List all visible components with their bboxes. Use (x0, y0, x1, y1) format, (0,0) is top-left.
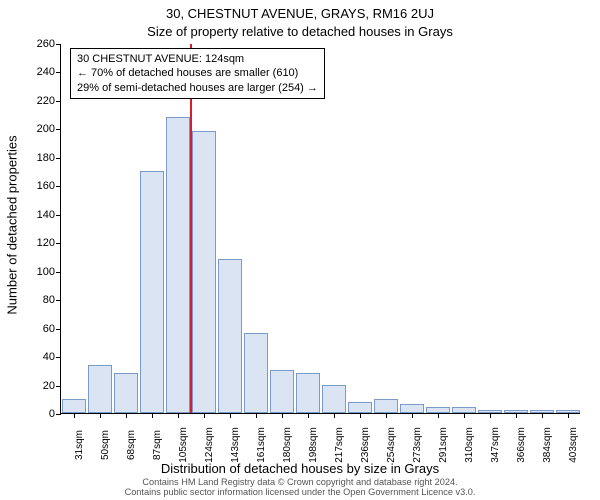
y-axis-label: Number of detached properties (5, 135, 20, 314)
x-tick-label: 180sqm (282, 427, 293, 463)
y-tick-label: 260 (37, 38, 55, 50)
x-tick-mark (204, 413, 205, 418)
y-tick-mark (56, 44, 61, 45)
x-tick-mark (178, 413, 179, 418)
y-tick-mark (56, 186, 61, 187)
x-tick-mark (568, 413, 569, 418)
histogram-bar (244, 333, 269, 413)
histogram-bar (296, 373, 321, 413)
x-tick-mark (490, 413, 491, 418)
x-tick-mark (386, 413, 387, 418)
x-tick-label: 310sqm (464, 427, 475, 463)
y-tick-label: 220 (37, 95, 55, 107)
x-tick-mark (126, 413, 127, 418)
y-tick-label: 0 (49, 408, 55, 420)
y-tick-label: 200 (37, 123, 55, 135)
x-tick-label: 291sqm (438, 427, 449, 463)
x-tick-mark (516, 413, 517, 418)
y-tick-label: 100 (37, 266, 55, 278)
x-tick-label: 87sqm (152, 430, 163, 460)
x-tick-mark (438, 413, 439, 418)
histogram-bar (88, 365, 113, 413)
x-tick-label: 31sqm (74, 430, 85, 460)
y-tick-mark (56, 272, 61, 273)
x-tick-label: 366sqm (516, 427, 527, 463)
footer-line-1: Contains HM Land Registry data © Crown c… (0, 477, 600, 488)
histogram-bar (400, 404, 425, 413)
x-tick-label: 68sqm (126, 430, 137, 460)
annotation-line: 29% of semi-detached houses are larger (… (77, 81, 318, 95)
x-tick-label: 143sqm (230, 427, 241, 463)
x-tick-mark (464, 413, 465, 418)
x-tick-mark (100, 413, 101, 418)
y-tick-label: 180 (37, 152, 55, 164)
x-tick-label: 254sqm (386, 427, 397, 463)
x-tick-mark (308, 413, 309, 418)
annotation-line: 30 CHESTNUT AVENUE: 124sqm (77, 52, 318, 66)
histogram-bar (114, 373, 139, 413)
x-tick-mark (412, 413, 413, 418)
x-tick-label: 273sqm (412, 427, 423, 463)
histogram-bar (166, 117, 191, 413)
y-tick-mark (56, 300, 61, 301)
x-tick-label: 198sqm (308, 427, 319, 463)
y-tick-label: 80 (43, 294, 55, 306)
x-tick-label: 50sqm (100, 430, 111, 460)
x-tick-label: 347sqm (490, 427, 501, 463)
x-tick-label: 384sqm (542, 427, 553, 463)
x-axis-label: Distribution of detached houses by size … (0, 461, 600, 476)
y-tick-label: 60 (43, 323, 55, 335)
y-tick-mark (56, 243, 61, 244)
y-tick-mark (56, 386, 61, 387)
y-tick-label: 160 (37, 180, 55, 192)
histogram-bar (192, 131, 217, 413)
x-tick-mark (256, 413, 257, 418)
x-tick-mark (230, 413, 231, 418)
x-tick-mark (282, 413, 283, 418)
x-tick-label: 236sqm (360, 427, 371, 463)
chart-subtitle: Size of property relative to detached ho… (0, 24, 600, 39)
histogram-bar (322, 385, 347, 413)
y-tick-mark (56, 129, 61, 130)
chart-container: 30, CHESTNUT AVENUE, GRAYS, RM16 2UJ Siz… (0, 0, 600, 500)
y-tick-label: 40 (43, 351, 55, 363)
histogram-bar (270, 370, 295, 413)
footer-line-2: Contains public sector information licen… (0, 487, 600, 498)
property-size-marker (190, 44, 192, 413)
x-tick-mark (334, 413, 335, 418)
histogram-bar (140, 171, 165, 413)
y-tick-mark (56, 215, 61, 216)
x-tick-mark (74, 413, 75, 418)
x-tick-label: 105sqm (178, 427, 189, 463)
y-tick-label: 20 (43, 380, 55, 392)
y-tick-mark (56, 72, 61, 73)
annotation-box: 30 CHESTNUT AVENUE: 124sqm← 70% of detac… (70, 48, 325, 99)
y-tick-label: 120 (37, 237, 55, 249)
x-tick-label: 403sqm (568, 427, 579, 463)
x-tick-label: 161sqm (256, 427, 267, 463)
y-tick-mark (56, 101, 61, 102)
histogram-bar (62, 399, 87, 413)
y-tick-mark (56, 158, 61, 159)
x-tick-label: 217sqm (334, 427, 345, 463)
x-tick-mark (152, 413, 153, 418)
histogram-bar (374, 399, 399, 413)
y-tick-mark (56, 357, 61, 358)
x-tick-label: 124sqm (204, 427, 215, 463)
histogram-bar (348, 402, 373, 413)
footer-attribution: Contains HM Land Registry data © Crown c… (0, 477, 600, 498)
plot-area: 02040608010012014016018020022024026031sq… (60, 44, 580, 414)
page-title: 30, CHESTNUT AVENUE, GRAYS, RM16 2UJ (0, 6, 600, 21)
y-tick-mark (56, 414, 61, 415)
x-tick-mark (360, 413, 361, 418)
y-tick-mark (56, 329, 61, 330)
x-tick-mark (542, 413, 543, 418)
y-tick-label: 240 (37, 66, 55, 78)
annotation-line: ← 70% of detached houses are smaller (61… (77, 66, 318, 80)
histogram-bar (218, 259, 243, 413)
y-tick-label: 140 (37, 209, 55, 221)
